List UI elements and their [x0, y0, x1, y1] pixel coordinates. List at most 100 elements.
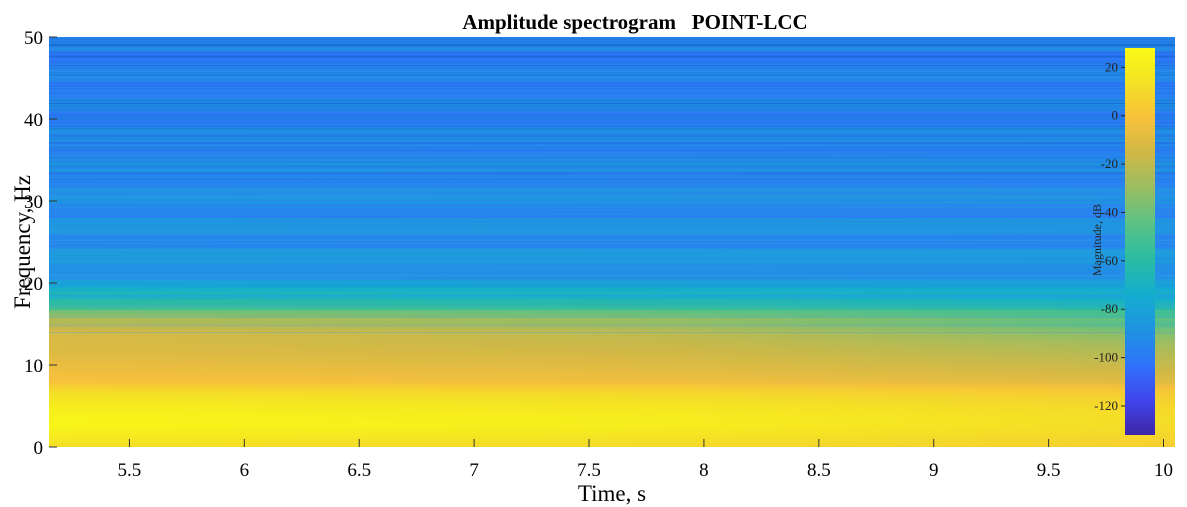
- spectrogram-band: [49, 307, 1175, 311]
- colorbar-ticks: 20 0 -20 -40 -60 -80 -100 -120: [1094, 59, 1125, 413]
- spectrogram-stripe: [49, 82, 1175, 84]
- spectrogram-stripe: [49, 62, 1175, 64]
- spectrogram-band: [49, 149, 1175, 153]
- spectrogram-stripe: [49, 188, 1175, 190]
- spectrogram-stripe: [49, 250, 1175, 252]
- spectrogram-band: [49, 272, 1175, 276]
- spectrogram-band: [49, 299, 1175, 303]
- spectrogram-band: [49, 119, 1175, 122]
- spectrogram-stripe: [49, 189, 1175, 191]
- spectrogram-stripe: [49, 191, 1175, 193]
- spectrogram-band: [49, 211, 1175, 214]
- spectrogram-stripe: [49, 52, 1175, 54]
- spectrogram-band: [49, 90, 1175, 93]
- spectrogram-band: [49, 166, 1175, 169]
- spectrogram-stripe: [49, 324, 1175, 326]
- spectrogram-band: [49, 438, 1175, 442]
- spectrogram-band: [49, 436, 1175, 440]
- spectrogram-stripe: [49, 303, 1175, 305]
- spectrogram-band: [49, 268, 1175, 272]
- spectrogram-stripe: [49, 240, 1175, 242]
- spectrogram-band: [49, 377, 1175, 380]
- spectrogram-stripe: [49, 267, 1175, 269]
- spectrogram-band: [49, 280, 1175, 284]
- spectrogram-stripe: [49, 297, 1175, 299]
- spectrogram-band: [49, 426, 1175, 430]
- spectrogram-band: [49, 205, 1175, 208]
- spectrogram-stripe: [49, 294, 1175, 296]
- spectrogram-band: [49, 55, 1175, 59]
- spectrogram-band: [49, 444, 1175, 447]
- spectrogram-stripe: [49, 206, 1175, 208]
- spectrogram-band: [49, 61, 1175, 65]
- spectrogram-band: [49, 412, 1175, 415]
- spectrogram-stripe: [49, 103, 1175, 105]
- colorbar-tick-label: 20: [1105, 59, 1118, 74]
- spectrogram-stripe: [49, 251, 1175, 253]
- spectrogram-stripe: [49, 259, 1175, 261]
- spectrogram-stripe: [49, 323, 1175, 325]
- spectrogram-band: [49, 424, 1175, 428]
- spectrogram-stripe: [49, 87, 1175, 89]
- spectrogram-stripe: [49, 109, 1175, 111]
- plot-area: [49, 37, 1175, 447]
- spectrogram-band: [49, 270, 1175, 274]
- spectrogram-stripe: [49, 229, 1175, 231]
- spectrogram-band: [49, 276, 1175, 280]
- spectrogram-band: [49, 71, 1175, 75]
- spectrogram-stripe: [49, 305, 1175, 307]
- x-tick-label: 5.5: [118, 460, 142, 481]
- spectrogram-stripe: [49, 92, 1175, 94]
- spectrogram-stripe: [49, 142, 1175, 144]
- spectrogram-band: [49, 37, 1175, 40]
- spectrogram-band: [49, 108, 1175, 112]
- spectrogram-band: [49, 172, 1175, 175]
- spectrogram-band: [49, 198, 1175, 202]
- spectrogram-stripes: [49, 37, 1175, 334]
- spectrogram-stripe: [49, 228, 1175, 230]
- y-tick-label: 40: [24, 110, 43, 131]
- spectrogram-band: [49, 129, 1175, 132]
- y-tick-label: 10: [24, 356, 43, 377]
- spectrogram-band: [49, 321, 1175, 325]
- spectrogram-stripe: [49, 67, 1175, 69]
- colorbar-tick-label: -20: [1101, 156, 1118, 171]
- spectrogram-stripe: [49, 205, 1175, 207]
- spectrogram-stripe: [49, 254, 1175, 256]
- spectrogram-band: [49, 192, 1175, 196]
- spectrogram-stripe: [49, 189, 1175, 191]
- spectrogram-stripe: [49, 225, 1175, 227]
- spectrogram-band: [49, 80, 1175, 83]
- spectrogram-band: [49, 73, 1175, 77]
- spectrogram-stripe: [49, 227, 1175, 229]
- spectrogram-band: [49, 301, 1175, 305]
- spectrogram-band: [49, 135, 1175, 139]
- spectrogram-stripe: [49, 114, 1175, 116]
- spectrogram-stripe: [49, 232, 1175, 234]
- spectrogram-band: [49, 252, 1175, 255]
- spectrogram-band: [49, 416, 1175, 419]
- spectrogram-stripe: [49, 161, 1175, 163]
- spectrogram-stripe: [49, 56, 1175, 58]
- spectrogram-band: [49, 432, 1175, 436]
- spectrogram-stripe: [49, 51, 1175, 53]
- spectrogram-stripe: [49, 106, 1175, 108]
- spectrogram-band: [49, 332, 1175, 335]
- spectrogram-band: [49, 293, 1175, 296]
- spectrogram-band: [49, 127, 1175, 130]
- spectrogram-band: [49, 408, 1175, 411]
- spectrogram-band: [49, 285, 1175, 288]
- spectrogram-stripe: [49, 275, 1175, 277]
- spectrogram-stripe: [49, 195, 1175, 197]
- spectrogram-stripe: [49, 72, 1175, 74]
- spectrogram-band: [49, 385, 1175, 389]
- spectrogram-band: [49, 254, 1175, 257]
- spectrogram-stripe: [49, 223, 1175, 225]
- spectrogram-stripe: [49, 262, 1175, 264]
- spectrogram-band: [49, 65, 1175, 69]
- colorbar: 20 0 -20 -40 -60 -80 -100 -120 Magnitude, dB: [1090, 48, 1155, 435]
- spectrogram-stripe: [49, 45, 1175, 47]
- spectrogram-stripe: [49, 247, 1175, 249]
- spectrogram-band: [49, 239, 1175, 243]
- spectrogram-stripe: [49, 235, 1175, 237]
